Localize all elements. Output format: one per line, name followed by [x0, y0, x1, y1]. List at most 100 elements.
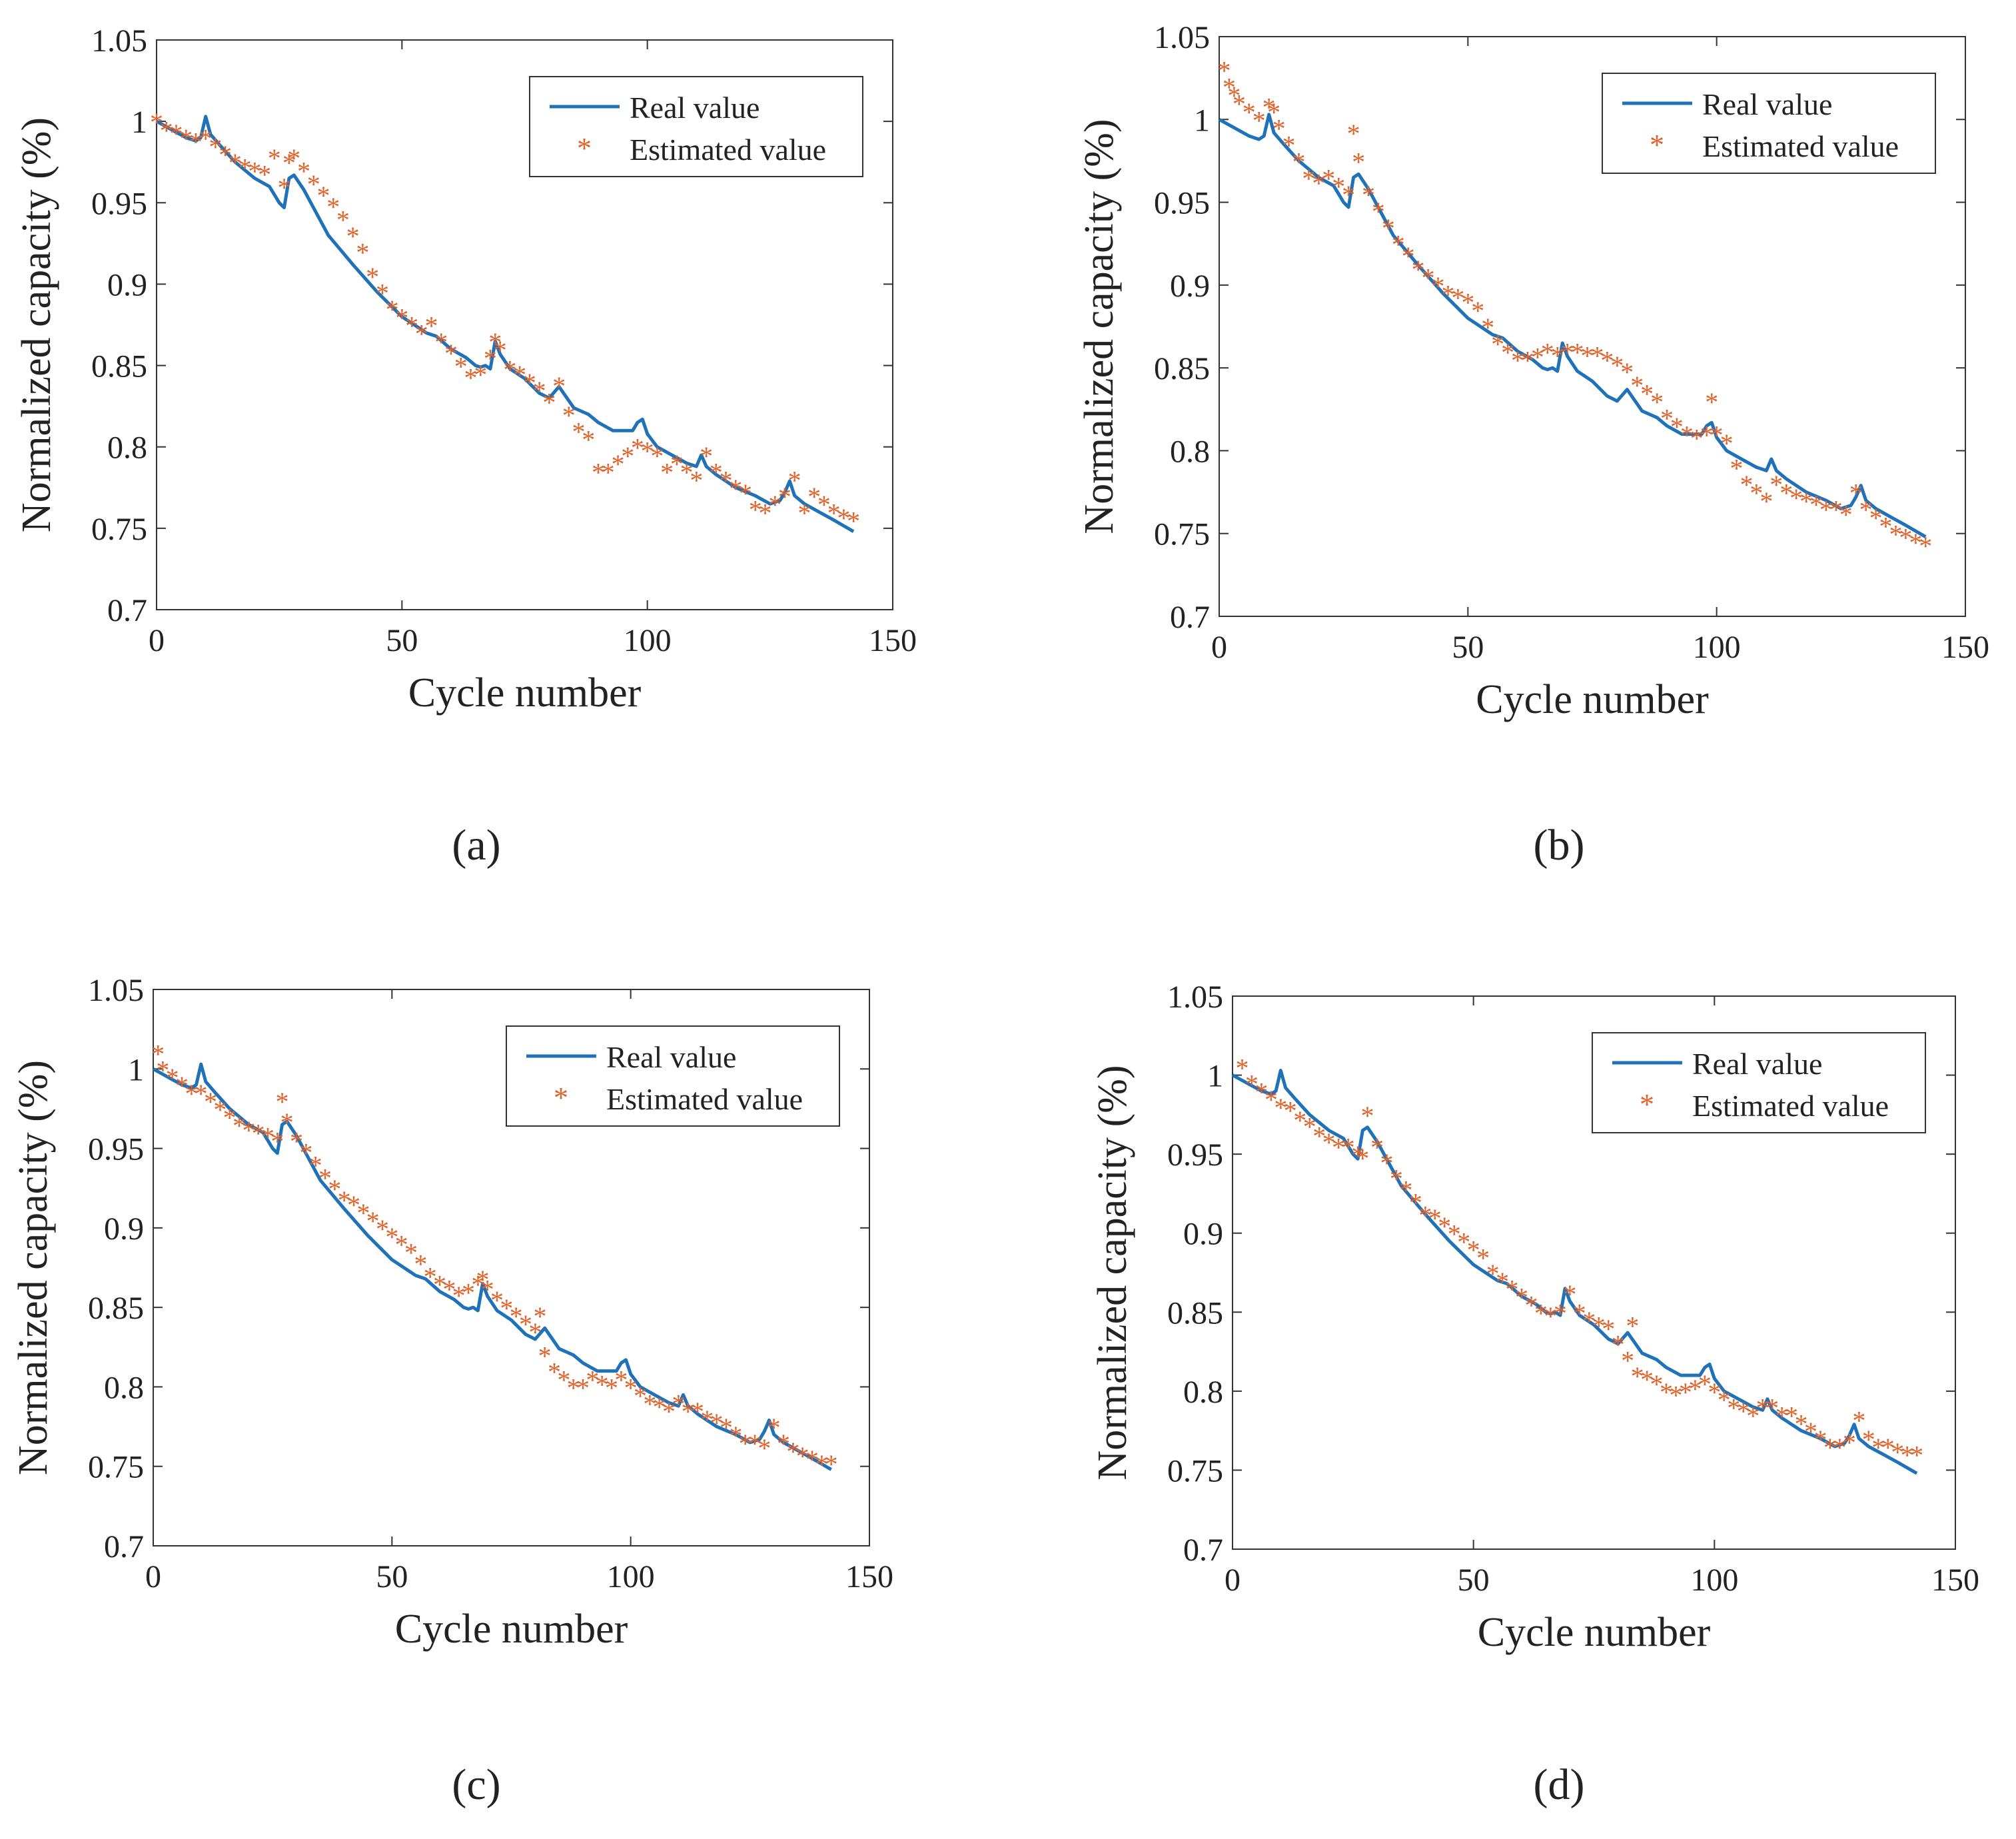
estimated-value-point: *	[662, 1397, 676, 1427]
estimated-value-point: *	[768, 490, 781, 520]
estimated-value-point: *	[1746, 1401, 1760, 1431]
estimated-value-point: *	[268, 143, 281, 173]
estimated-value-point: *	[837, 503, 850, 533]
estimated-value-point: *	[425, 311, 438, 341]
estimated-value-point: *	[1422, 263, 1435, 293]
estimated-value-point: *	[1630, 370, 1644, 400]
estimated-value-point: *	[534, 1301, 547, 1331]
estimated-value-point: *	[548, 1357, 561, 1387]
x-axis-label: Cycle number	[1478, 1610, 1711, 1655]
estimated-value-point: *	[847, 506, 860, 536]
estimated-value-point: *	[1351, 1140, 1364, 1170]
estimated-value-point: *	[1544, 1301, 1557, 1331]
x-tick-label: 50	[1452, 630, 1484, 665]
estimated-value-point: *	[1891, 1437, 1904, 1467]
estimated-value-point: *	[1515, 1283, 1528, 1313]
estimated-value-point: *	[1620, 357, 1634, 387]
estimated-value-point: *	[797, 498, 811, 528]
estimated-value-point: *	[700, 1405, 714, 1435]
x-tick-label: 100	[607, 1559, 655, 1594]
y-axis-label: Normalized capacity (%)	[1090, 1065, 1135, 1480]
estimated-value-point: *	[1448, 1219, 1461, 1249]
estimated-value-point: *	[1501, 337, 1514, 367]
estimated-value-point: *	[1862, 1425, 1875, 1455]
y-axis-label: Normalized capacity (%)	[14, 117, 59, 532]
x-tick-label: 100	[1690, 1562, 1738, 1598]
estimated-value-point: *	[261, 1121, 274, 1151]
estimated-value-point: *	[175, 1071, 189, 1101]
estimated-value-point: *	[1481, 312, 1494, 342]
estimated-value-point: *	[786, 1437, 799, 1467]
y-tick-label: 1	[131, 105, 147, 140]
estimated-value-point: *	[1750, 478, 1763, 508]
estimated-value-point: *	[282, 148, 296, 178]
estimated-value-point: *	[778, 482, 791, 512]
estimated-value-point: *	[542, 387, 556, 417]
estimated-value-point: *	[223, 1103, 237, 1133]
estimated-value-point: *	[1282, 131, 1296, 161]
estimated-value-point: *	[1245, 1069, 1259, 1099]
estimated-value-point: *	[700, 441, 713, 471]
estimated-value-point: *	[1235, 1053, 1249, 1083]
estimated-value-point: *	[1227, 81, 1241, 111]
estimated-value-point: *	[1660, 404, 1674, 434]
estimated-value-point: *	[576, 1373, 590, 1403]
estimated-value-point: *	[1551, 340, 1564, 370]
estimated-value-point: *	[1650, 387, 1664, 417]
chart-c: 0.7 0.75 0.8 0.85 0.9 0.95 1 1.05 0 50 100 150 Cycle…	[11, 973, 893, 1652]
estimated-value-point: *	[1347, 119, 1360, 149]
legend-box	[506, 1025, 840, 1127]
estimated-value-point: *	[1451, 283, 1464, 312]
legend-real-label: Real value	[1692, 1047, 1822, 1081]
estimated-value-point: *	[1322, 1127, 1336, 1157]
estimated-value-point: *	[1843, 1428, 1856, 1458]
y-tick-label: 1	[1207, 1059, 1223, 1094]
estimated-value-point: *	[672, 1389, 685, 1419]
estimated-value-point: *	[503, 354, 516, 384]
x-tick-label: 50	[376, 1559, 408, 1594]
estimated-value-point: *	[1511, 346, 1524, 376]
y-tick-label: 0.95	[1167, 1137, 1223, 1173]
estimated-value-point: *	[1471, 296, 1484, 326]
estimated-value-point: *	[1352, 147, 1365, 177]
estimated-value-point: *	[1356, 1143, 1369, 1173]
x-tick-label: 150	[869, 623, 917, 658]
panel-label-c: (c)	[452, 1760, 500, 1809]
estimated-value-point: *	[1869, 503, 1883, 533]
y-axis-label: Normalized capacity (%)	[1077, 119, 1122, 534]
estimated-value-point: *	[386, 295, 399, 324]
estimated-value-point: *	[1718, 1385, 1731, 1415]
y-tick-label: 0.9	[1170, 269, 1210, 304]
estimated-value-point: *	[720, 1413, 733, 1443]
estimated-value-point: *	[1372, 197, 1385, 227]
estimated-value-point: *	[739, 1429, 752, 1459]
estimated-value-point: *	[1829, 494, 1843, 524]
estimated-value-point: *	[592, 457, 605, 487]
y-tick-label: 0.75	[88, 1450, 144, 1485]
panel-label-d: (d)	[1534, 1760, 1585, 1809]
estimated-value-point: *	[433, 1269, 446, 1299]
y-tick-label: 0.8	[1183, 1375, 1223, 1410]
estimated-value-point: *	[1361, 1101, 1374, 1131]
estimated-value-point: *	[1582, 1306, 1596, 1336]
estimated-value-point: *	[385, 1222, 398, 1252]
y-tick-label: 1	[1194, 103, 1210, 138]
estimated-value-point: *	[1698, 1369, 1712, 1399]
y-tick-label: 1.05	[1167, 979, 1223, 1015]
plot-area	[153, 989, 870, 1546]
estimated-value-point: *	[1765, 1393, 1779, 1423]
estimated-value-point: *	[1303, 1111, 1316, 1141]
estimated-value-point: *	[415, 319, 428, 349]
estimated-value-point: *	[1262, 92, 1276, 122]
estimated-value-point: *	[494, 335, 507, 365]
estimated-value-point: *	[1899, 523, 1912, 553]
estimated-value-point: *	[602, 457, 615, 487]
estimated-value-point: *	[1322, 163, 1335, 193]
estimated-value-point: *	[1688, 1374, 1702, 1404]
estimated-value-point: *	[758, 498, 771, 528]
estimated-value-point: *	[290, 1127, 303, 1157]
estimated-value-point: *	[1217, 56, 1231, 86]
y-tick-label: 0.8	[104, 1370, 144, 1405]
estimated-value-point: *	[309, 1150, 322, 1180]
legend-estimated-swatch: *	[577, 132, 592, 165]
